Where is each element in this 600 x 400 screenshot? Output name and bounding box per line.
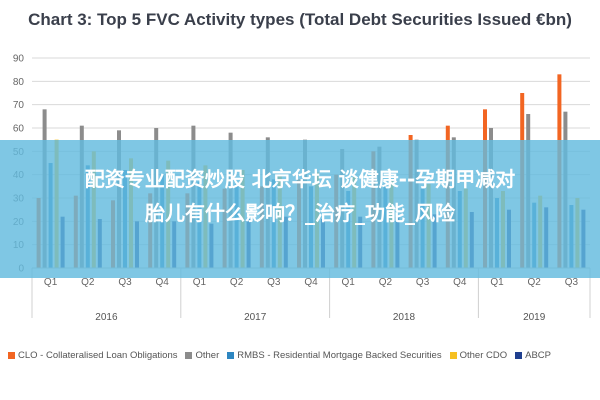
x-tick-label: Q2 [528,277,542,288]
legend-label: Other CDO [459,350,508,361]
legend-swatch [8,351,15,359]
y-tick-label: 60 [13,124,25,135]
x-tick-label: Q1 [44,277,58,288]
overlay-banner: 配资专业配资炒股 北京华坛 谈健康--孕期甲减对 胎儿有什么影响？_治疗_功能_… [0,140,600,278]
year-label: 2017 [244,312,267,323]
chart-legend: CLO - Collateralised Loan Obligations Oth… [8,350,598,370]
x-tick-label: Q3 [416,277,430,288]
legend-item: Other [185,350,219,361]
x-tick-label: Q3 [267,277,281,288]
x-tick-label: Q4 [453,277,467,288]
x-tick-label: Q3 [118,277,132,288]
y-tick-label: 80 [13,77,25,88]
legend-label: RMBS - Residential Mortgage Backed Secur… [237,350,442,361]
overlay-line-2: 胎儿有什么影响？_治疗_功能_风险 [145,201,455,225]
legend-label: Other [195,350,220,361]
year-label: 2016 [95,312,118,323]
x-tick-label: Q1 [342,277,356,288]
x-tick-label: Q1 [193,277,207,288]
overlay-text: 配资专业配资炒股 北京华坛 谈健康--孕期甲减对 胎儿有什么影响？_治疗_功能_… [0,162,600,230]
x-tick-label: Q4 [304,277,318,288]
x-tick-label: Q2 [379,277,393,288]
x-tick-label: Q4 [156,277,170,288]
legend-item: CLO - Collateralised Loan Obligations [8,350,177,361]
y-tick-label: 70 [13,100,25,111]
x-tick-label: Q2 [230,277,244,288]
overlay-line-1: 配资专业配资炒股 北京华坛 谈健康--孕期甲减对 [84,167,516,191]
legend-swatch [515,351,523,359]
year-label: 2019 [523,312,546,323]
legend-swatch [227,351,235,359]
x-tick-label: Q2 [81,277,95,288]
legend-item: Other CDO [449,350,508,361]
legend-label: ABCP [525,350,551,361]
legend-item: ABCP [515,350,551,361]
x-tick-label: Q3 [565,277,579,288]
year-label: 2018 [393,312,416,323]
legend-item: RMBS - Residential Mortgage Backed Secur… [227,350,442,361]
x-tick-label: Q1 [490,277,504,288]
legend-label: CLO - Collateralised Loan Obligations [18,350,178,361]
y-tick-label: 90 [13,54,25,65]
chart-title: Chart 3: Top 5 FVC Activity types (Total… [28,10,572,29]
legend-swatch [185,351,193,359]
legend-swatch [449,351,457,359]
